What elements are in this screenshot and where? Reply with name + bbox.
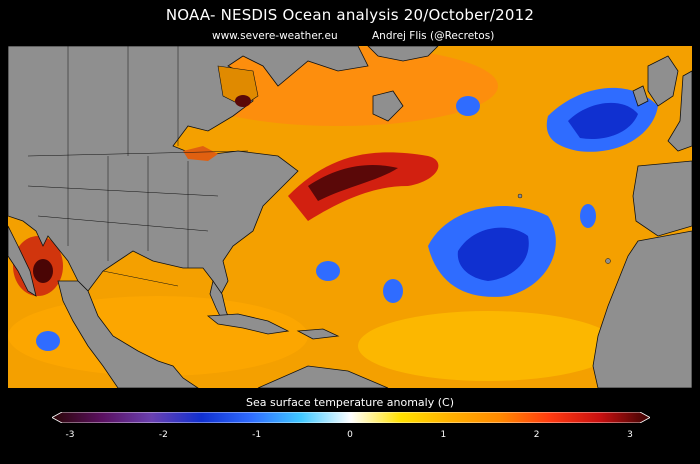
sst-anomaly-map [8, 46, 692, 388]
neutral-anomaly-tropics [358, 311, 618, 381]
political-borders [27, 46, 249, 287]
greenland-land [367, 46, 439, 62]
africa-land [592, 230, 692, 388]
colorbar-tick-label: -2 [158, 430, 168, 440]
france-land [667, 70, 692, 152]
mexico-land [57, 280, 199, 388]
small-cold-patch-2 [383, 279, 403, 303]
hispaniola-land [296, 328, 340, 340]
map-title: NOAA- NESDIS Ocean analysis 20/October/2… [165, 6, 535, 24]
map-canvas [8, 46, 692, 388]
central-atlantic-strong-cold-anomaly [457, 227, 529, 281]
great-britain-land [647, 55, 679, 107]
colorbar-tick-label: 0 [347, 430, 353, 440]
colorbar-tick-label: 1 [440, 430, 447, 440]
newfoundland-land [372, 90, 404, 122]
small-cold-patch-1 [316, 261, 340, 281]
small-cold-patch-5 [580, 204, 596, 228]
small-cold-patch-4 [36, 331, 60, 351]
cuba-land [206, 313, 290, 335]
pacific-extreme-anomaly [33, 259, 53, 283]
small-cold-patch-3 [456, 96, 480, 116]
warm-anomaly-north [178, 46, 498, 126]
ireland-land [632, 85, 649, 107]
hudson-bay-hot-anomaly [235, 95, 251, 107]
gulf-stream-extreme-anomaly [308, 165, 398, 201]
canary-islands-land [605, 258, 611, 264]
colorbar-title: Sea surface temperature anomaly (C) [245, 396, 454, 409]
north-atlantic-strong-cold-anomaly [568, 102, 638, 139]
colorbar [52, 412, 650, 423]
colorbar-gradient [52, 412, 650, 423]
gulf-stream-hot-anomaly [288, 152, 439, 221]
azores-land [517, 193, 523, 199]
colorbar-tick-label: 2 [533, 430, 540, 440]
baja-california-land [8, 225, 37, 297]
colorbar-tick-label: -1 [252, 430, 262, 440]
colorbar-tick-label: -3 [65, 430, 75, 440]
south-america-land [257, 365, 389, 388]
website-credit: www.severe-weather.eu [212, 30, 338, 42]
author-credit: Andrej Flis (@Recretos) [372, 30, 495, 42]
iberia-land [632, 160, 692, 237]
colorbar-tick-label: 3 [627, 430, 633, 440]
great-lakes-water [183, 146, 218, 161]
